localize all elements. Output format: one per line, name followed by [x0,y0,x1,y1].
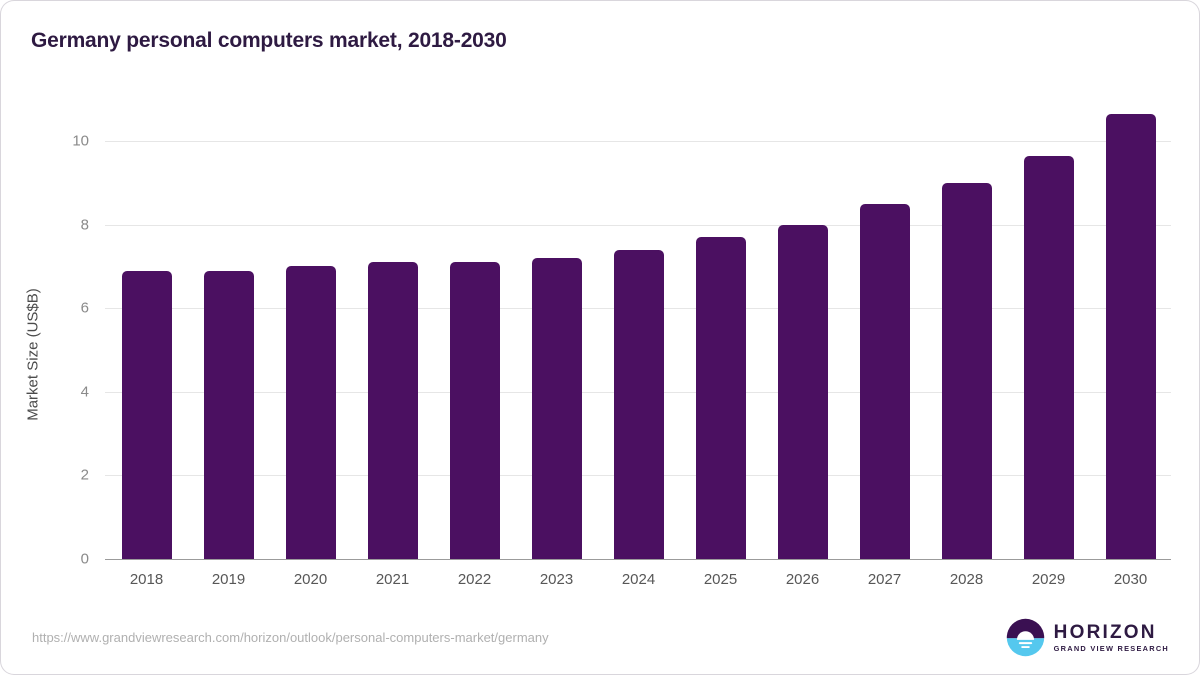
x-tick-label: 2022 [457,571,492,588]
x-tick-label: 2018 [129,571,164,588]
bar[interactable] [941,182,992,559]
y-tick-label: 10 [72,132,89,150]
x-tick-label: 2019 [211,571,246,588]
x-tick-label: 2020 [293,571,328,588]
logo-tagline: GRAND VIEW RESEARCH [1053,643,1169,653]
horizon-logo: HORIZON GRAND VIEW RESEARCH [1006,618,1169,657]
logo-name: HORIZON [1053,621,1157,643]
bar[interactable] [859,203,910,559]
bar[interactable] [777,224,828,559]
page-title: Germany personal computers market, 2018-… [31,29,507,52]
x-tick-label: 2025 [703,571,738,588]
gridline [105,224,1171,226]
bar[interactable] [1023,155,1074,559]
gridline [105,559,1171,560]
horizon-logo-icon [1006,618,1044,657]
bar[interactable] [531,258,582,559]
x-tick-label: 2030 [1113,571,1148,588]
y-tick-label: 0 [80,550,89,568]
x-tick-label: 2029 [1031,571,1066,588]
bar[interactable] [367,262,418,559]
x-tick-label: 2027 [867,571,902,588]
y-tick-label: 4 [80,383,89,401]
bar[interactable] [449,262,500,559]
x-tick-label: 2026 [785,571,820,588]
y-tick-label: 2 [80,466,89,484]
bar[interactable] [695,237,746,559]
bar[interactable] [1105,113,1156,559]
x-tick-label: 2021 [375,571,410,588]
horizon-logo-text: HORIZON GRAND VIEW RESEARCH [1054,623,1169,652]
x-tick-label: 2028 [949,571,984,588]
gridline [105,141,1171,142]
bar[interactable] [203,270,254,559]
y-tick-label: 6 [80,299,89,317]
source-url: https://www.grandviewresearch.com/horizo… [32,630,549,645]
y-tick-label: 8 [80,216,89,234]
bar[interactable] [613,249,664,559]
bar[interactable] [121,270,172,559]
x-tick-label: 2024 [621,571,656,588]
bar[interactable] [285,266,336,559]
x-tick-label: 2023 [539,571,574,588]
